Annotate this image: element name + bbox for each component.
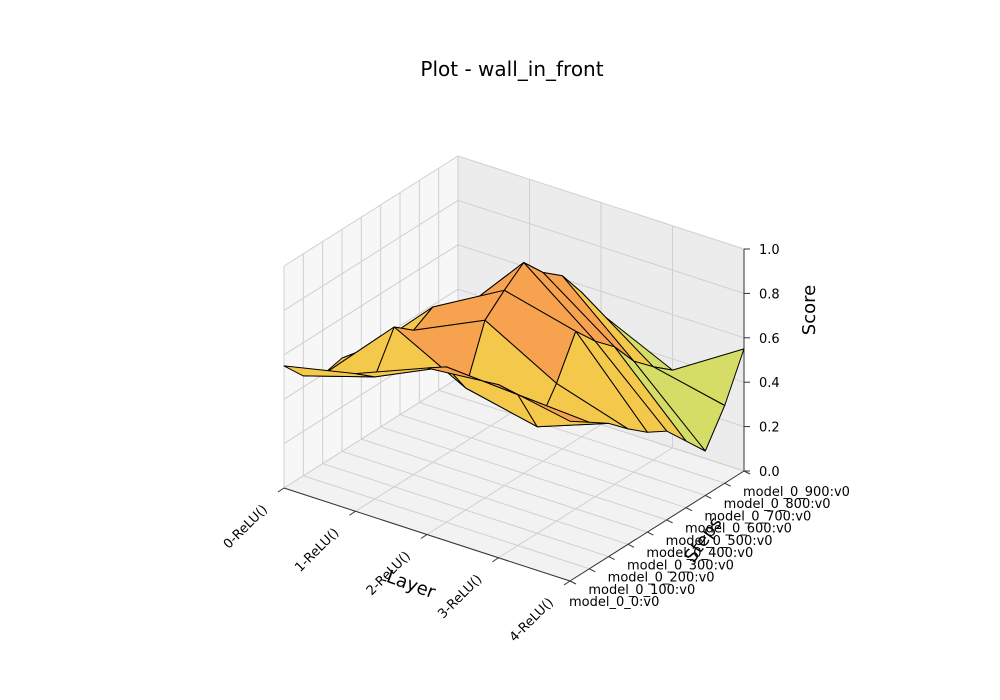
y-tick-mark (705, 494, 712, 499)
z-tick-label: 0.4 (759, 376, 780, 391)
y-tick-label: model_0_800:v0 (724, 497, 831, 512)
y-tick-mark (666, 519, 673, 524)
y-tick-mark (589, 568, 596, 573)
y-tick-label: model_0_300:v0 (627, 558, 734, 573)
chart-title: Plot - wall_in_front (420, 57, 603, 81)
y-tick-mark (608, 556, 615, 561)
floor-grid-x (426, 424, 602, 535)
z-tick-label: 0.8 (759, 287, 780, 302)
surface-mesh (283, 262, 745, 452)
grid-lines (283, 155, 745, 582)
x-tick-mark (420, 534, 428, 539)
x-tick-mark (492, 557, 499, 563)
surface-face (498, 384, 590, 423)
x-axis-label: Layer (384, 566, 439, 603)
y-axis-ticks: model_0_0:v0model_0_100:v0model_0_200:v0… (569, 470, 850, 610)
x-tick-mark (277, 487, 285, 493)
y-tick-label: model_0_600:v0 (685, 522, 792, 537)
x-tick-mark (349, 510, 356, 516)
z-tick-label: 1.0 (759, 243, 780, 258)
y-tick-label: model_0_700:v0 (704, 509, 811, 524)
x-tick-label: 4-ReLU() (507, 595, 557, 645)
y-tick-label: model_0_0:v0 (569, 595, 659, 610)
y-tick-mark (685, 507, 693, 512)
floor-grid-y (380, 426, 667, 521)
z-grid-line (283, 155, 745, 267)
floor-grid-y (438, 389, 725, 484)
y-tick-mark (569, 580, 577, 585)
z-grid-line (283, 244, 745, 356)
y-tick-label: model_0_500:v0 (666, 534, 773, 549)
floor-grid-y (361, 438, 648, 533)
x-tick-label: 3-ReLU() (435, 572, 485, 622)
floor-grid-x (498, 447, 673, 559)
floor-grid-y (303, 475, 590, 570)
x-tick-label: 1-ReLU() (292, 525, 342, 575)
y-tick-label: model_0_400:v0 (646, 546, 753, 561)
y-tick-mark (724, 482, 731, 487)
floor-grid-y (341, 450, 629, 545)
floor-grid-y (322, 463, 609, 558)
z-axis-label: Score (799, 285, 820, 335)
x-tick-mark (563, 580, 571, 586)
floor-grid-y (399, 414, 687, 509)
floor-grid-x (355, 400, 530, 512)
floor-grid-y (419, 401, 706, 496)
z-axis-ticks: 0.0 0.2 0.4 0.6 0.8 1.0 (744, 243, 780, 480)
y-tick-label: model_0_200:v0 (608, 571, 715, 586)
y-tick-label: model_0_100:v0 (588, 583, 695, 598)
z-grid-line (283, 199, 745, 311)
y-tick-label: model_0_900:v0 (743, 485, 850, 500)
y-tick-mark (627, 543, 635, 548)
z-tick-label: 0.2 (759, 421, 780, 436)
y-tick-mark (647, 531, 654, 536)
z-tick-label: 0.0 (759, 465, 780, 480)
z-tick-label: 0.6 (759, 332, 780, 347)
y-axis-line (569, 470, 745, 582)
x-tick-label: 0-ReLU() (221, 502, 271, 552)
